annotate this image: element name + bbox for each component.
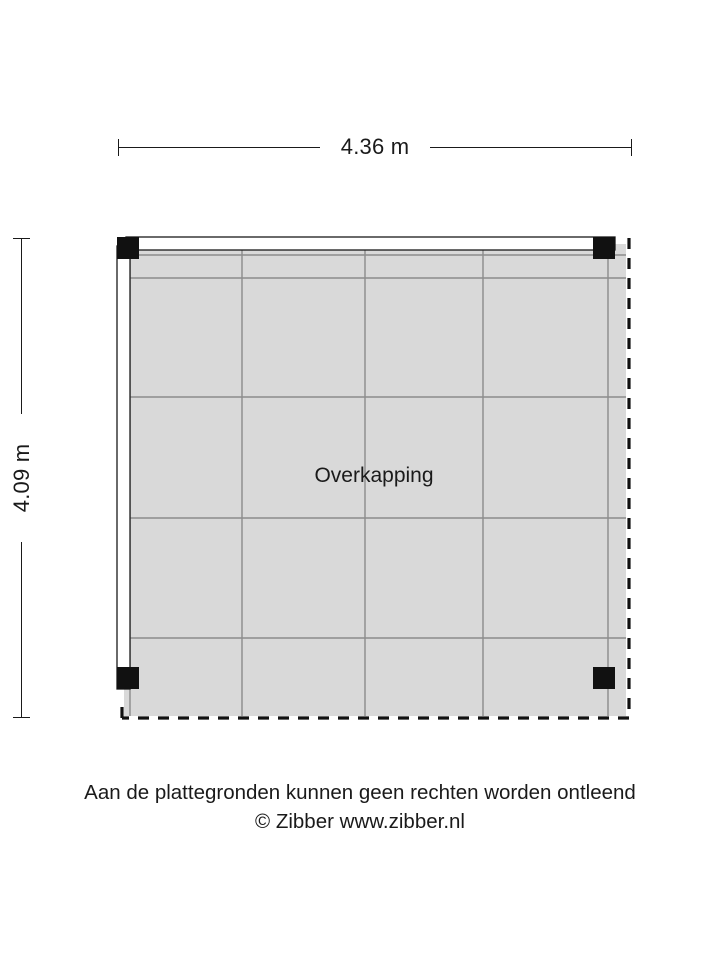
- dimension-width-rule-right: [430, 147, 632, 148]
- open-boundary-dashed: [120, 238, 631, 720]
- dimension-height-rule-bottom: [21, 542, 22, 718]
- footer-disclaimer: Aan de plattegronden kunnen geen rechten…: [0, 778, 720, 836]
- floor-grid-horizontal: [124, 254, 626, 639]
- dimension-width: 4.36 m: [118, 128, 632, 168]
- floor-area-fill: [124, 244, 626, 716]
- pillar-bottom-right: [593, 667, 615, 689]
- pillar-top-right: [593, 237, 615, 259]
- pillar-bottom-left: [117, 667, 139, 689]
- dimension-width-rule-left: [118, 147, 320, 148]
- footer-disclaimer-line: Aan de plattegronden kunnen geen rechten…: [84, 781, 636, 804]
- wall-top: [125, 236, 616, 251]
- dimension-height-rule-top: [21, 238, 22, 414]
- wall-left: [116, 245, 131, 690]
- dimension-height: 4.09 m: [0, 238, 44, 718]
- floorplan-canvas: #floor-fill { fill: #d9d9d9; } #grid-v l…: [112, 232, 636, 724]
- dimension-width-label: 4.36 m: [340, 134, 410, 159]
- footer-copyright-line: © Zibber www.zibber.nl: [255, 810, 465, 833]
- dimension-height-label: 4.09 m: [9, 443, 34, 513]
- pillar-top-left: [117, 237, 139, 259]
